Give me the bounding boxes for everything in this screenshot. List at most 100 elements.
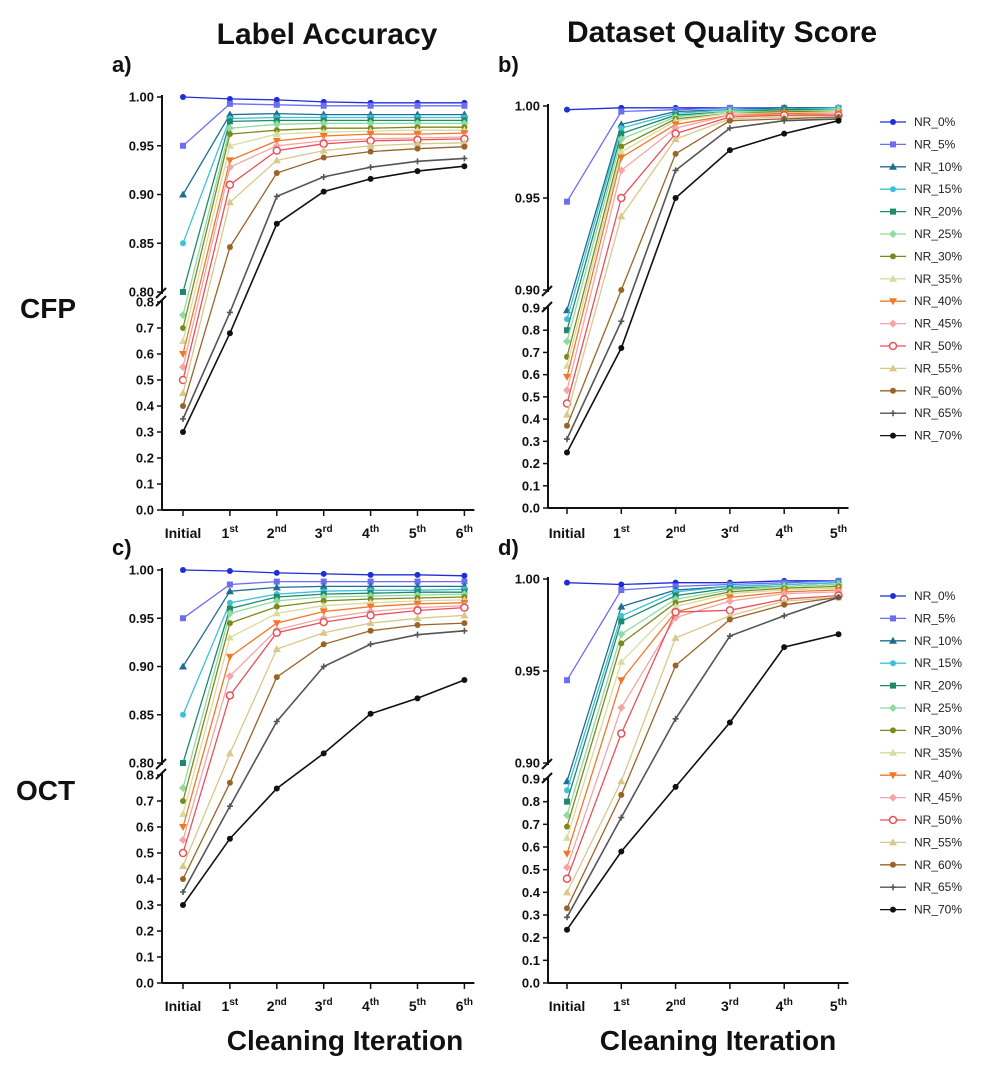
legend-marker — [890, 119, 896, 125]
row-title-oct: OCT — [16, 775, 75, 806]
x-tick-label: 5th — [830, 524, 847, 541]
data-point — [617, 729, 626, 738]
series-line — [566, 112, 839, 378]
data-point — [672, 167, 679, 174]
series-nr-55pct — [179, 611, 469, 869]
data-point — [618, 587, 625, 594]
data-point — [319, 139, 328, 149]
data-point — [366, 603, 375, 611]
data-point — [726, 616, 733, 623]
legend-marker — [890, 727, 896, 734]
series-nr-70pct — [564, 631, 842, 933]
legend-marker — [889, 772, 897, 780]
y-tick-label: 0.90 — [129, 187, 154, 202]
data-point — [414, 571, 421, 578]
panel-label: b) — [498, 52, 519, 77]
legend-marker — [888, 341, 898, 351]
panel-c: c) 0.80 0.85 0.90 0.95 1.00 0.0 0.1 0.2 0.3 0.4 0.5… — [112, 535, 475, 1014]
legend-marker — [889, 704, 897, 712]
data-point — [178, 848, 188, 858]
legend-bottom: NR_0% NR_5% NR_10% NR_15% NR_20% NR_25% NR_30%… — [880, 589, 962, 917]
legend-label: NR_10% — [914, 160, 962, 174]
data-point — [180, 567, 186, 573]
legend-item: NR_25% — [880, 227, 962, 241]
data-point — [180, 325, 186, 331]
data-point — [414, 168, 421, 175]
x-tick-label: 4th — [776, 524, 793, 541]
data-point — [225, 110, 234, 118]
data-point — [564, 823, 570, 830]
series-nr-65pct — [180, 627, 468, 895]
legend-marker — [889, 364, 897, 372]
series-nr-65pct — [564, 594, 842, 921]
data-point — [564, 436, 570, 443]
data-point — [272, 130, 281, 138]
legend-marker — [890, 861, 896, 868]
legend-item: NR_65% — [880, 880, 962, 894]
data-point — [179, 337, 187, 344]
series-nr-50pct — [178, 603, 469, 858]
y-tick-label: 0.6 — [522, 840, 540, 855]
data-point — [618, 318, 625, 325]
data-point — [563, 373, 571, 381]
data-point — [618, 581, 625, 588]
data-point — [563, 811, 571, 820]
y-tick-label: 0.85 — [129, 236, 154, 251]
series-nr-5pct — [180, 100, 468, 149]
data-point — [461, 620, 468, 627]
data-point — [672, 715, 679, 722]
data-point — [225, 633, 234, 641]
legend-item: NR_35% — [880, 272, 962, 286]
data-point — [563, 850, 571, 858]
data-point — [272, 620, 281, 628]
y-tick-label: 0.2 — [136, 451, 154, 466]
series-line — [182, 136, 465, 368]
legend-label: NR_15% — [914, 182, 962, 196]
y-tick-label: 0.3 — [522, 434, 540, 449]
data-point — [366, 131, 375, 139]
series-nr-60pct — [180, 143, 468, 409]
data-point — [618, 143, 625, 150]
data-point — [413, 606, 422, 615]
series-line — [566, 633, 839, 931]
panel-b: b) 0.90 0.95 1.00 0.0 0.1 0.2 0.3 0.4 0.5 0.6 0.7 0.… — [498, 52, 849, 541]
legend-marker — [889, 230, 897, 238]
data-point — [320, 750, 327, 757]
y-tick-label: 0.3 — [136, 898, 154, 913]
legend-label: NR_35% — [914, 746, 962, 760]
data-point — [617, 677, 626, 685]
data-point — [273, 220, 280, 227]
y-tick-label: 0.3 — [136, 425, 154, 440]
series-line — [566, 119, 839, 453]
data-point — [725, 611, 734, 619]
legend-label: NR_30% — [914, 723, 962, 737]
data-point — [319, 133, 328, 140]
x-tick-label: 2nd — [267, 524, 287, 541]
series-line — [566, 114, 839, 404]
series-line — [182, 596, 465, 802]
x-tick-label: 2nd — [666, 997, 686, 1014]
y-tick-label: 0.5 — [522, 389, 540, 404]
y-tick-label: 0.1 — [522, 953, 540, 968]
series-nr-45pct — [563, 109, 843, 395]
data-point — [781, 644, 788, 651]
data-point — [780, 597, 789, 605]
series-nr-60pct — [564, 594, 842, 912]
x-tick-label: 6th — [456, 524, 473, 541]
data-point — [320, 154, 327, 161]
series-nr-50pct — [178, 134, 469, 385]
legend-marker — [890, 593, 896, 599]
data-point — [225, 609, 234, 618]
legend-marker — [890, 141, 896, 148]
data-point — [672, 783, 679, 790]
legend-label: NR_45% — [914, 317, 962, 331]
legend-item: NR_55% — [880, 835, 962, 849]
data-point — [226, 244, 233, 251]
x-tick-label: 1st — [222, 524, 239, 541]
y-tick-label: 0.8 — [136, 295, 154, 310]
legend-label: NR_25% — [914, 701, 962, 715]
data-point — [618, 612, 625, 619]
legend-item: NR_10% — [880, 160, 962, 174]
legend-marker — [890, 906, 896, 913]
